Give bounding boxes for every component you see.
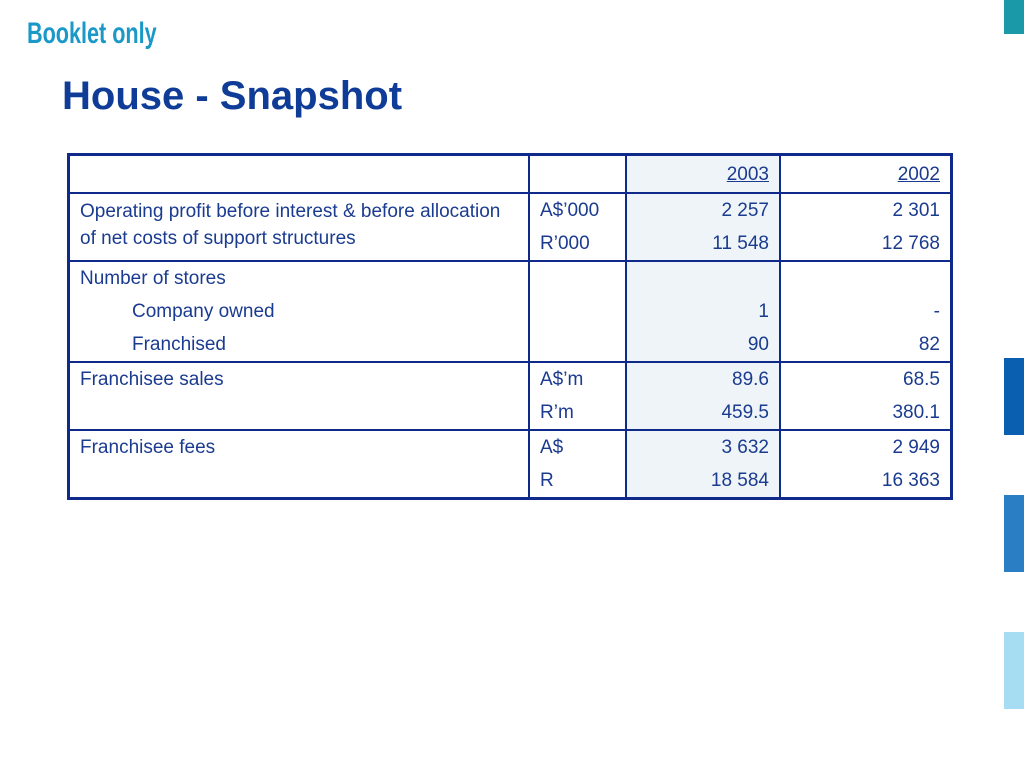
- table-row: Franchisee fees A$ R 3 632 18 584 2 949 …: [67, 429, 953, 500]
- value-2003-cell: 1 90: [625, 260, 781, 363]
- header-label-cell: [67, 153, 530, 194]
- header-unit-cell: [528, 153, 627, 194]
- value-2003: 18 584: [710, 470, 769, 491]
- accent-bar-dark: [1004, 358, 1024, 435]
- header-2002: 2002: [897, 163, 940, 185]
- row-sublabel: Company owned: [132, 301, 275, 322]
- value-2002: -: [933, 301, 940, 322]
- value-2002: 82: [918, 334, 940, 355]
- accent-bar-light: [1004, 632, 1024, 709]
- accent-bar-mid: [1004, 495, 1024, 572]
- row-label-cell: Franchisee sales: [67, 361, 530, 431]
- value-2003: 11 548: [712, 233, 769, 254]
- value-2002-cell: 2 301 12 768: [779, 192, 953, 262]
- value-2002-cell: - 82: [779, 260, 953, 363]
- value-2002: 380.1: [892, 402, 940, 423]
- row-label-cell: Number of stores Company owned Franchise…: [67, 260, 530, 363]
- table-row: Operating profit before interest & befor…: [67, 192, 953, 262]
- row-label: Operating profit before interest & befor…: [80, 201, 501, 249]
- unit-cell: [528, 260, 627, 363]
- row-label-cell: Operating profit before interest & befor…: [67, 192, 530, 262]
- value-2002: 16 363: [881, 470, 940, 491]
- unit-cell: A$’m R’m: [528, 361, 627, 431]
- row-label-cell: Franchisee fees: [67, 429, 530, 500]
- value-2002: 12 768: [881, 233, 940, 254]
- value-2003: 1: [758, 301, 769, 322]
- value-2003-cell: 3 632 18 584: [625, 429, 781, 500]
- table-header-row: 2003 2002: [67, 153, 953, 194]
- header-2003: 2003: [726, 163, 769, 185]
- table-row: Franchisee sales A$’m R’m 89.6 459.5 68.…: [67, 361, 953, 431]
- page-title: House - Snapshot: [62, 74, 403, 118]
- value-2002: 68.5: [903, 369, 940, 390]
- unit: R: [540, 470, 554, 491]
- value-2003: 2 257: [721, 200, 769, 221]
- row-label: Franchisee sales: [80, 369, 224, 390]
- value-2003: 3 632: [721, 437, 769, 458]
- value-2002: 2 301: [892, 200, 940, 221]
- booklet-only-tag: Booklet only: [27, 17, 157, 50]
- unit: R’000: [540, 233, 590, 254]
- snapshot-table: 2003 2002 Operating profit before intere…: [67, 153, 953, 500]
- unit: A$’m: [540, 369, 584, 390]
- row-label: Franchisee fees: [80, 437, 216, 458]
- unit-cell: A$’000 R’000: [528, 192, 627, 262]
- table-row: Number of stores Company owned Franchise…: [67, 260, 953, 363]
- header-2002-cell: 2002: [779, 153, 953, 194]
- value-2002-cell: 68.5 380.1: [779, 361, 953, 431]
- accent-bar-top: [1004, 0, 1024, 34]
- row-label: Number of stores: [80, 268, 226, 289]
- value-2003: 89.6: [732, 369, 769, 390]
- unit: A$: [540, 437, 564, 458]
- unit-cell: A$ R: [528, 429, 627, 500]
- unit: R’m: [540, 402, 574, 423]
- value-2003: 459.5: [721, 402, 769, 423]
- value-2002-cell: 2 949 16 363: [779, 429, 953, 500]
- value-2003-cell: 89.6 459.5: [625, 361, 781, 431]
- row-sublabel: Franchised: [132, 334, 226, 355]
- value-2003: 90: [747, 334, 769, 355]
- header-2003-cell: 2003: [625, 153, 781, 194]
- value-2003-cell: 2 257 11 548: [625, 192, 781, 262]
- unit: A$’000: [540, 200, 600, 221]
- value-2002: 2 949: [892, 437, 940, 458]
